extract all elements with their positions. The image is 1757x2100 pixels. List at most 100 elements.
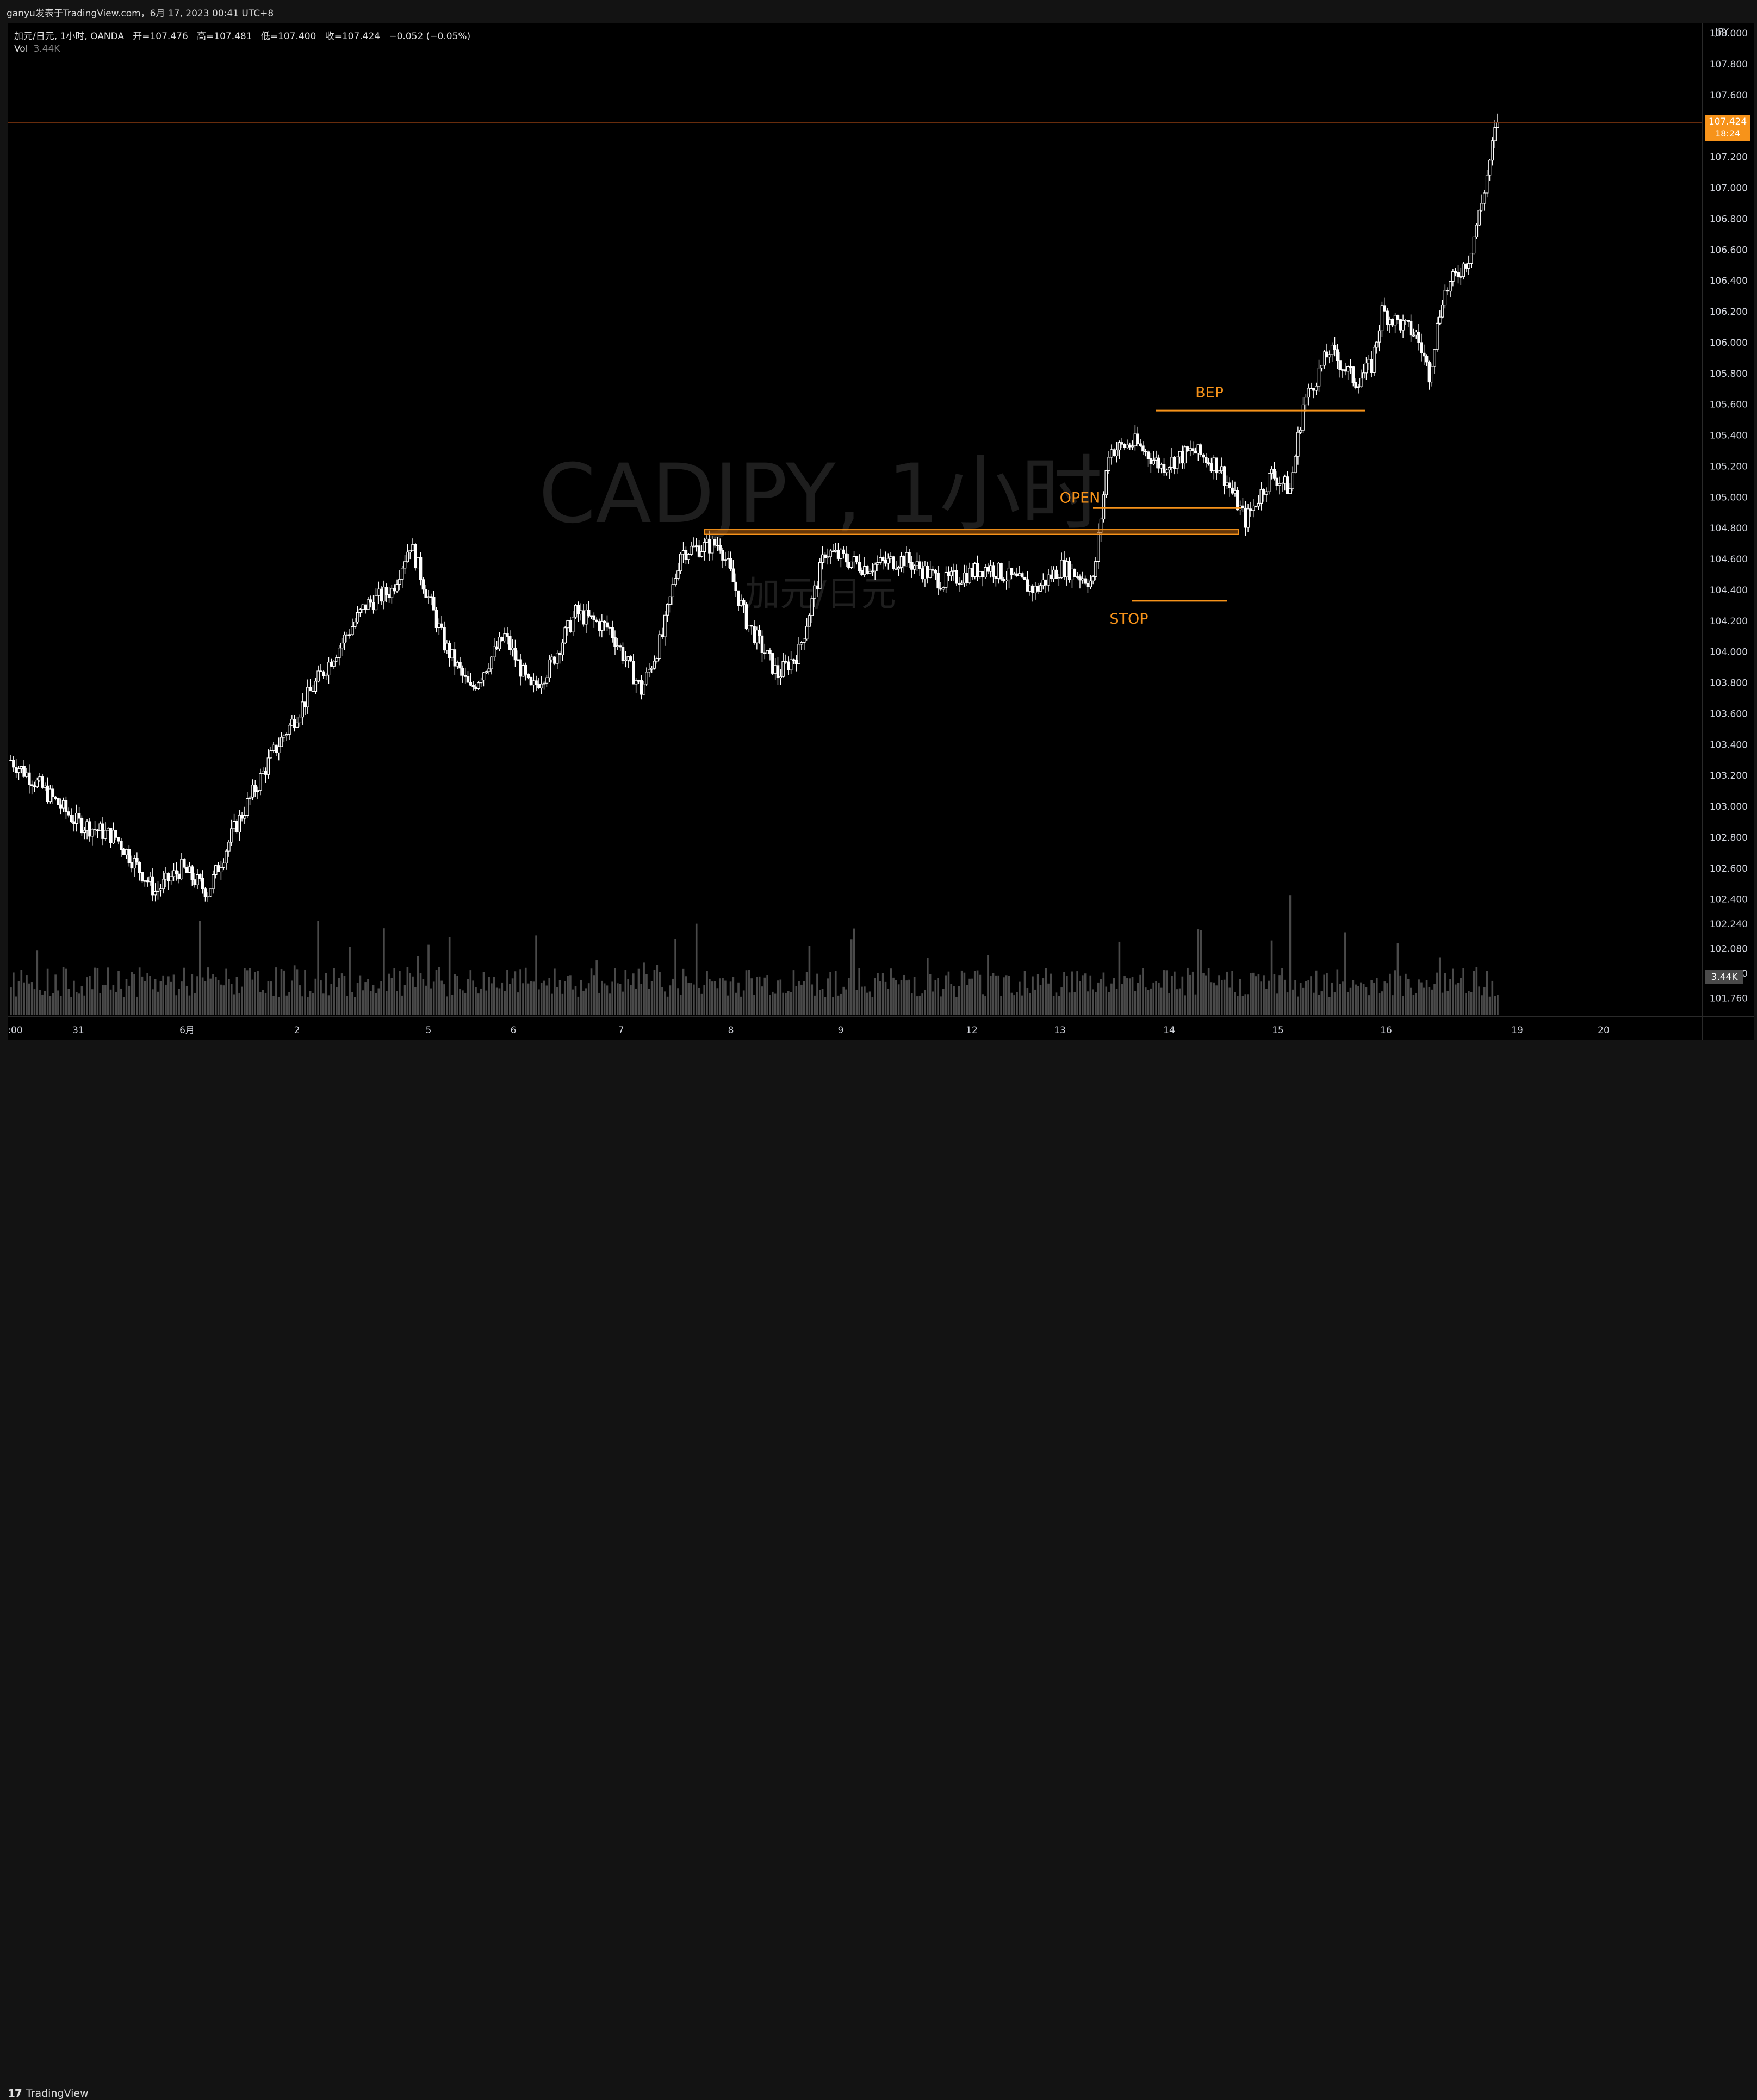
candle-body: [684, 550, 688, 560]
top-bar: ganyu发表于TradingView.com，6月 17, 2023 00:4…: [0, 0, 1757, 23]
volume-bar: [491, 983, 493, 1015]
volume-bar: [1473, 971, 1475, 1015]
volume-bar: [94, 967, 96, 1015]
candle-body: [1491, 140, 1494, 161]
volume-bar: [1454, 984, 1457, 1015]
volume-bar: [693, 984, 695, 1015]
volume-bar: [756, 977, 758, 1015]
volume-bar: [249, 968, 251, 1015]
volume-bar: [59, 996, 62, 1015]
volume-bar: [1486, 971, 1488, 1015]
volume-bar: [20, 970, 23, 1015]
volume-bar: [52, 993, 54, 1015]
volume-bar: [257, 971, 259, 1015]
volume-bar: [401, 995, 403, 1015]
candle-body: [332, 661, 336, 667]
candle-body: [700, 551, 704, 557]
volume-bar: [551, 993, 553, 1015]
candle-body: [1076, 576, 1079, 578]
volume-bar: [1281, 968, 1283, 1015]
candle-body: [836, 550, 840, 559]
volume-bar: [979, 974, 982, 1015]
volume-bar: [291, 980, 293, 1015]
candle-body: [1212, 457, 1216, 471]
price-tick-label: 105.600: [1710, 400, 1748, 411]
price-tick-label: 101.760: [1710, 993, 1748, 1004]
candle-body: [663, 614, 667, 637]
candle-body: [1241, 505, 1245, 508]
candle-body: [1307, 388, 1310, 398]
candle-body: [1469, 252, 1473, 264]
volume-bar: [887, 989, 890, 1015]
volume-bar: [138, 967, 141, 1015]
candle-body: [1380, 305, 1384, 331]
price-tick-label: 105.800: [1710, 369, 1748, 380]
candle-body: [298, 717, 302, 723]
volume-bar: [729, 981, 732, 1015]
price-tick-label: 103.600: [1710, 709, 1748, 719]
chart-area[interactable]: CADJPY, 1小时 加元/日元 BEP OPEN STOP JPY 108.000 1…: [8, 23, 1754, 1040]
candle-body: [1449, 281, 1452, 292]
candle-body: [1189, 448, 1192, 451]
volume-bar: [1268, 980, 1270, 1015]
volume-bar: [845, 989, 847, 1015]
volume-bar: [587, 983, 590, 1015]
volume-bar: [774, 993, 777, 1015]
candle-body: [697, 545, 701, 557]
candle-body: [96, 829, 100, 831]
volume-bar: [225, 968, 227, 1015]
volume-bar: [1060, 987, 1063, 1015]
candle-body: [290, 719, 294, 726]
candle-body: [1162, 464, 1166, 473]
candle-body: [1039, 585, 1042, 592]
volume-bar: [1221, 980, 1223, 1015]
volume-bar: [545, 985, 548, 1015]
volume-bar: [1462, 968, 1465, 1015]
candle-body: [1165, 469, 1169, 473]
candle-body: [1034, 586, 1037, 594]
candle-body: [245, 798, 249, 816]
volume-bar: [396, 991, 398, 1015]
candle-body: [1139, 443, 1142, 446]
candle-body: [537, 684, 541, 688]
candle-body: [12, 760, 15, 768]
volume-bar: [958, 986, 960, 1015]
candle-body: [356, 612, 359, 623]
volume-bar: [1039, 985, 1042, 1015]
candle-body: [316, 670, 320, 682]
candle-body: [592, 615, 596, 620]
vol-label: Vol: [14, 44, 28, 54]
volume-bar: [1389, 973, 1391, 1015]
volume-bar: [1483, 987, 1486, 1015]
candle-body: [1304, 397, 1308, 405]
volume-bar: [782, 992, 784, 1015]
volume-bar: [722, 978, 724, 1015]
volume-bar: [267, 981, 270, 1015]
volume-bar: [1113, 978, 1115, 1015]
volume-bar: [1023, 971, 1026, 1015]
volume-bar: [427, 944, 430, 1015]
volume-bar: [1257, 974, 1260, 1015]
candle-body: [855, 556, 859, 563]
volume-bar: [102, 985, 104, 1015]
volume-bar: [1436, 972, 1438, 1015]
volume-bar: [46, 968, 49, 1015]
open-label: 开: [133, 31, 142, 42]
tradingview-logo[interactable]: 17 TradingView: [8, 2087, 89, 2100]
volume-bar: [1036, 974, 1039, 1015]
candle-body: [744, 604, 748, 630]
candle-body: [1480, 203, 1483, 211]
low-value: 107.400: [278, 31, 316, 42]
candle-body: [159, 888, 163, 891]
candle-body: [67, 811, 71, 816]
volume-bar: [685, 976, 687, 1015]
volume-bar: [1194, 994, 1197, 1015]
volume-bar: [1008, 976, 1010, 1015]
candle-body: [858, 562, 861, 571]
candle-body: [939, 588, 942, 590]
volume-bar: [1418, 979, 1420, 1015]
candle-body: [1002, 579, 1005, 582]
volume-bar: [798, 981, 800, 1015]
candle-body: [1309, 388, 1313, 389]
